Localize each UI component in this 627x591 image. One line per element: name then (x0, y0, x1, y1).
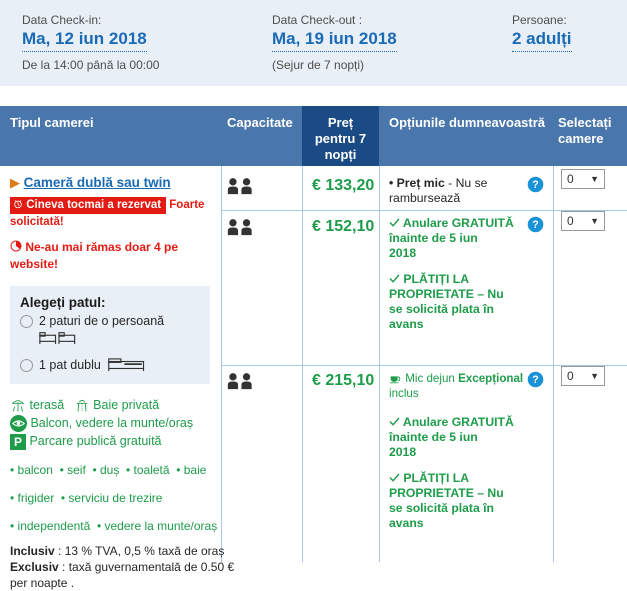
svg-text:?: ? (532, 179, 538, 191)
svg-text:?: ? (532, 219, 538, 231)
svg-text:?: ? (532, 374, 538, 386)
